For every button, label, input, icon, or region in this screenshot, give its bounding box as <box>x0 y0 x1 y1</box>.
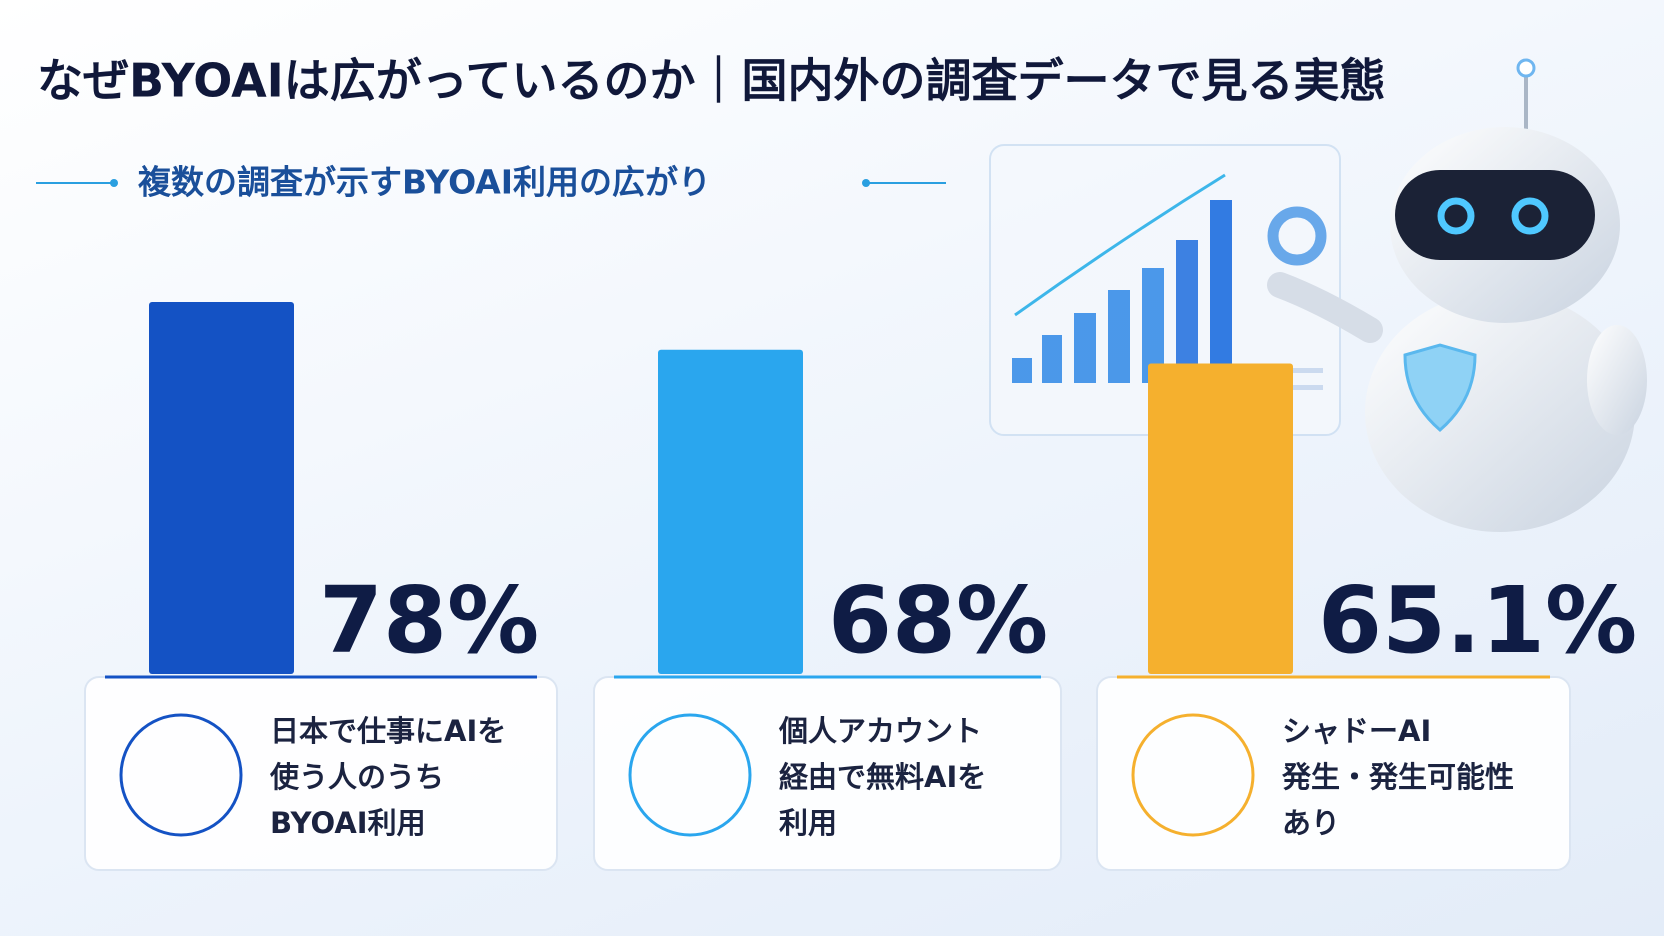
icon <box>628 713 752 837</box>
value-label: 65.1% <box>1318 567 1637 674</box>
category-label: 日本で仕事にAIを 使う人のうち BYOAI利用 <box>270 714 507 840</box>
bar <box>149 302 294 674</box>
value-label: 78% <box>319 567 539 674</box>
category-label: シャドーAI 発生・発生可能性 あり <box>1282 714 1515 840</box>
bar <box>658 349 803 674</box>
category-label: 個人アカウント 経由で無料AIを 利用 <box>779 714 987 840</box>
icon <box>1131 713 1255 837</box>
title: なぜBYOAIは広がっているのか｜国内外の調査データで見る実態 <box>37 54 1386 108</box>
illustration <box>989 144 1341 436</box>
deco-dot <box>862 179 870 187</box>
deco-dot <box>110 179 118 187</box>
bar <box>1148 363 1293 674</box>
robot <box>1267 58 1647 532</box>
subtitle: 複数の調査が示すBYOAI利用の広がり <box>138 163 711 202</box>
value-label: 68% <box>828 567 1048 674</box>
icon <box>119 713 243 837</box>
